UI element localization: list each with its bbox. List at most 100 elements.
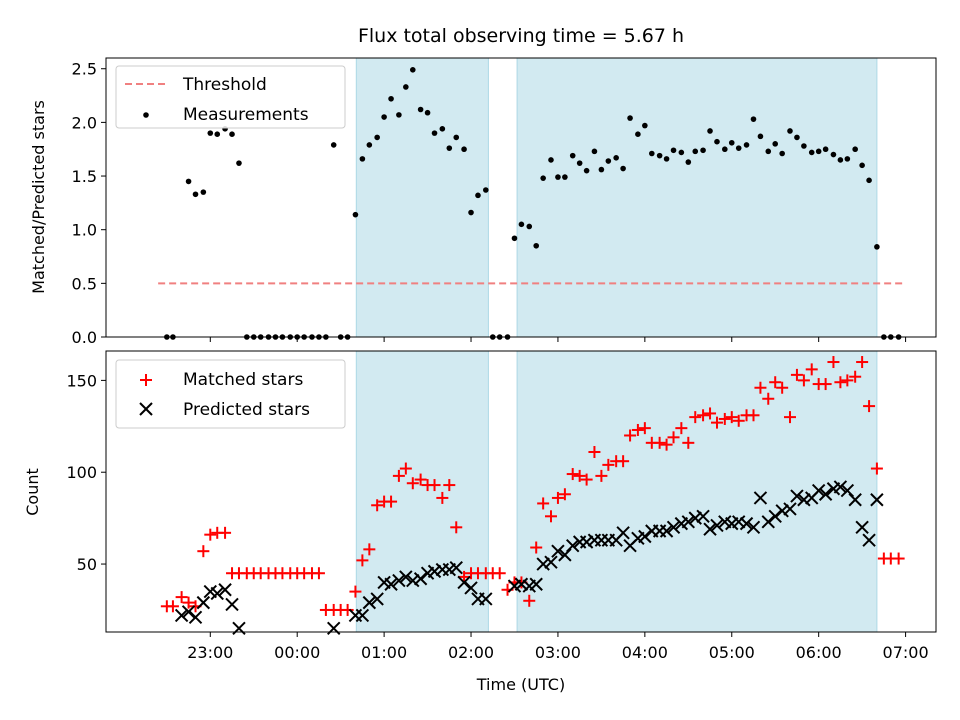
measurement-point xyxy=(787,128,793,134)
matched-point xyxy=(805,363,818,376)
measurement-point xyxy=(627,115,633,121)
predicted-point xyxy=(688,511,702,525)
matched-point xyxy=(617,455,630,468)
measurement-point xyxy=(656,152,663,159)
measurement-point xyxy=(728,139,735,146)
matched-point xyxy=(428,479,441,492)
predicted-point xyxy=(732,515,746,529)
matched-point xyxy=(732,414,745,427)
predicted-point xyxy=(536,557,550,571)
matched-point xyxy=(312,567,325,580)
matched-point xyxy=(689,411,702,424)
matched-point xyxy=(399,462,412,475)
matched-legend-label: Matched stars xyxy=(183,370,303,390)
measurement-point xyxy=(381,114,387,120)
matched-point xyxy=(204,528,217,541)
predicted-point xyxy=(529,577,543,591)
measurement-point xyxy=(511,235,518,242)
matched-point xyxy=(631,423,644,436)
matched-point xyxy=(523,594,536,607)
matched-point xyxy=(443,479,456,492)
matched-point xyxy=(414,473,427,486)
bottom-axes-frame xyxy=(105,350,937,633)
top-y-axis: 0.0 0.5 1.0 1.5 2.0 2.5 xyxy=(72,60,106,347)
measurement-point xyxy=(548,157,554,163)
matched-point xyxy=(341,603,354,616)
y-tick-label: 50 xyxy=(77,555,97,574)
bottom-legend-box xyxy=(115,359,346,429)
measurement-point xyxy=(794,134,800,141)
measurement-point xyxy=(598,166,605,173)
measurement-point xyxy=(700,147,706,154)
predicted-point xyxy=(464,581,478,595)
matched-point xyxy=(566,468,579,481)
measurements-legend-swatch xyxy=(143,112,149,118)
predicted-point xyxy=(870,493,884,507)
predicted-point xyxy=(392,573,406,588)
matched-point xyxy=(624,429,637,442)
measurement-point xyxy=(642,122,648,129)
measurement-point xyxy=(613,154,619,161)
measurement-point xyxy=(518,221,525,228)
measurement-point xyxy=(844,156,851,162)
measurement-point xyxy=(576,160,583,166)
bottom-panel: 50 100 150 23:00 00:00 01:00 02:00 03:00 04:00 0… xyxy=(23,350,937,694)
matched-point xyxy=(595,469,608,482)
matched-point xyxy=(704,407,717,420)
predicted-point xyxy=(848,493,862,507)
measurement-point xyxy=(635,131,641,137)
matched-point xyxy=(392,469,405,482)
y-tick-label: 100 xyxy=(66,463,97,482)
predicted-point xyxy=(551,544,565,558)
matched-point xyxy=(385,495,398,508)
bottom-shaded-regions xyxy=(355,350,878,633)
measurement-point xyxy=(591,148,598,155)
matched-point xyxy=(697,409,710,422)
matched-point xyxy=(166,600,179,613)
matched-point xyxy=(710,416,723,429)
predicted-point xyxy=(399,570,413,584)
matched-point xyxy=(537,497,550,510)
measurement-point xyxy=(707,128,713,134)
matched-point xyxy=(783,411,796,424)
predicted-point xyxy=(413,572,428,586)
predicted-point xyxy=(739,516,754,531)
matched-point xyxy=(458,570,471,583)
matched-point xyxy=(175,591,188,604)
y-tick-label: 0.5 xyxy=(72,274,97,293)
measurement-point xyxy=(852,146,858,153)
bottom-x-axis: 23:00 00:00 01:00 02:00 03:00 04:00 05:00 06:00… xyxy=(187,632,929,662)
measurement-point xyxy=(409,67,416,73)
x-tick-label: 05:00 xyxy=(709,643,755,662)
bottom-y-axis-label: Count xyxy=(23,468,42,516)
x-tick-label: 06:00 xyxy=(796,643,842,662)
x-tick-label: 03:00 xyxy=(535,643,581,662)
measurement-point xyxy=(359,156,366,162)
measurement-point xyxy=(743,142,750,148)
measurement-point xyxy=(722,146,728,153)
x-tick-label: 23:00 xyxy=(187,643,233,662)
measurement-point xyxy=(366,142,373,148)
predicted-point xyxy=(479,592,493,606)
matched-point xyxy=(493,567,506,580)
x-tick-label: 07:00 xyxy=(883,643,929,662)
matched-point xyxy=(450,521,463,534)
predicted-point xyxy=(659,524,674,538)
matched-point xyxy=(436,491,449,504)
predicted-point xyxy=(362,595,377,610)
matched-point xyxy=(769,376,782,389)
measurement-point xyxy=(772,141,779,147)
measurement-point xyxy=(714,138,720,145)
matched-point xyxy=(827,356,840,369)
measurement-point xyxy=(866,177,872,184)
measurement-point xyxy=(555,174,561,180)
measurement-point xyxy=(396,112,402,118)
top-shaded-regions xyxy=(355,57,878,338)
measurement-point xyxy=(808,149,815,156)
matched-point xyxy=(856,356,869,369)
measurement-point xyxy=(214,131,221,137)
top-legend: Threshold Measurements xyxy=(115,65,346,129)
predicted-point xyxy=(406,573,420,588)
x-tick-label: 00:00 xyxy=(274,643,320,662)
matched-point xyxy=(892,552,905,565)
